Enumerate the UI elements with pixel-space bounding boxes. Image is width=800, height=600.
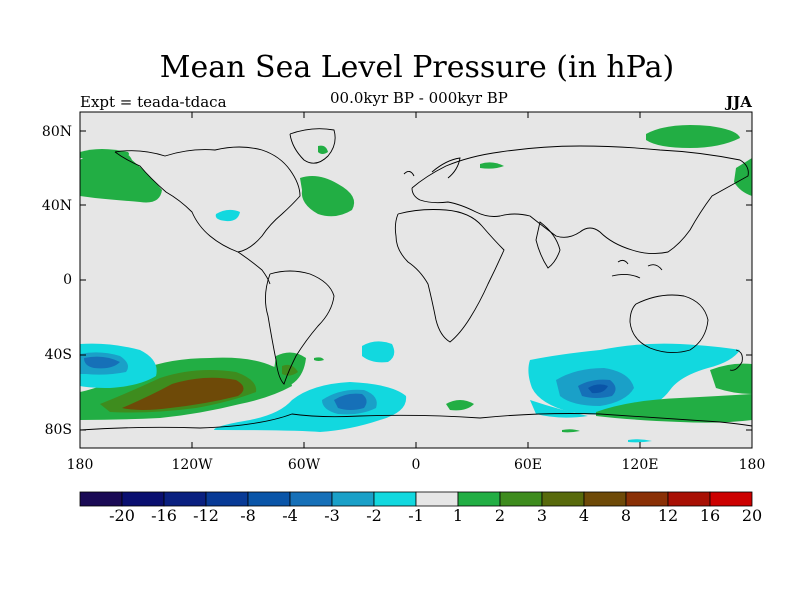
contour-patagonia-core <box>282 364 298 376</box>
coast-india <box>535 221 561 269</box>
contour-south-pacific-core <box>122 377 244 410</box>
coast-greenland <box>289 128 336 164</box>
lat-ticks <box>80 130 752 431</box>
lon-label-0: 0 <box>411 457 421 473</box>
colorbar-label: 3 <box>536 506 548 525</box>
coast-antarctica <box>80 413 752 431</box>
period-label: 00.0kyr BP - 000kyr BP <box>330 89 508 107</box>
colorbar-label: 16 <box>699 506 721 525</box>
colorbar-label: 2 <box>494 506 506 525</box>
colorbar-swatch <box>415 491 459 507</box>
colorbar-label: 20 <box>741 506 763 525</box>
colorbar-label: -20 <box>109 506 135 525</box>
lon-label-180e: 180 <box>738 457 766 473</box>
colorbar-label: -8 <box>240 506 256 525</box>
contour-north-atlantic <box>300 176 355 217</box>
colorbar-swatch <box>247 491 291 507</box>
contour-greenland-spot <box>318 145 328 154</box>
coastlines <box>80 128 752 431</box>
lon-label-120e: 120E <box>621 457 659 473</box>
colorbar-swatch <box>709 491 753 507</box>
contour-atlantic-speck <box>314 357 324 361</box>
contour-ne-pacific-top <box>80 149 129 158</box>
contour-nz-green <box>710 363 752 394</box>
coast-scandinavia <box>403 157 461 179</box>
colorbar-label: 1 <box>452 506 464 525</box>
coast-central-america <box>237 251 271 285</box>
coast-new-zealand <box>729 349 743 371</box>
coast-north-america <box>114 146 301 253</box>
lon-ticks <box>79 112 753 448</box>
colorbar-label: 4 <box>578 506 590 525</box>
colorbar-swatch <box>121 491 165 507</box>
colorbar-label: -1 <box>408 506 424 525</box>
coast-africa <box>394 209 505 343</box>
colorbar-label: -3 <box>324 506 340 525</box>
lon-label-60e: 60E <box>513 457 543 473</box>
colorbar-swatch <box>373 491 417 507</box>
lat-label-40s: 40S <box>44 347 72 363</box>
map-title: Mean Sea Level Pressure (in hPa) <box>159 50 675 85</box>
contour-sw-pacific-core <box>84 356 120 369</box>
contour-tasman-green <box>596 394 752 423</box>
contour-south-atlantic-blob <box>362 341 395 363</box>
colorbar-label: -12 <box>193 506 219 525</box>
colorbar-label: 8 <box>620 506 632 525</box>
colorbar-label: -16 <box>151 506 177 525</box>
lon-label-180w: 180 <box>66 457 94 473</box>
contour-antarctic-cyan-bit <box>628 439 652 443</box>
colorbar-label: -2 <box>366 506 382 525</box>
contour-antarctic-green-bit <box>562 429 580 433</box>
contour-ne-pacific <box>80 151 162 203</box>
colorbar-label: -4 <box>282 506 298 525</box>
contour-indian-ocean-deep <box>588 384 608 394</box>
colorbar-swatch <box>541 491 585 507</box>
coast-indonesia <box>611 259 663 279</box>
colorbar <box>79 491 753 507</box>
season-label: JJA <box>726 93 752 111</box>
lon-label-60w: 60W <box>287 457 321 473</box>
coast-australia <box>629 294 709 353</box>
colorbar-swatch <box>583 491 627 507</box>
contour-east-pacific-low <box>215 209 240 222</box>
colorbar-swatch <box>79 491 123 507</box>
lat-label-0: 0 <box>63 272 72 288</box>
lat-label-40n: 40N <box>41 198 72 214</box>
colorbar-label: 12 <box>657 506 679 525</box>
colorbar-swatch <box>625 491 669 507</box>
colorbar-swatch <box>163 491 207 507</box>
coast-south-america <box>265 270 335 385</box>
contour-south-atlantic-core <box>334 393 367 410</box>
contour-arctic-siberia <box>646 125 740 148</box>
colorbar-swatch <box>499 491 543 507</box>
contour-south-africa-green <box>446 400 474 411</box>
colorbar-swatch <box>289 491 333 507</box>
colorbar-swatch <box>457 491 501 507</box>
colorbar-swatch <box>205 491 249 507</box>
anomaly-contours <box>80 125 752 443</box>
lat-label-80s: 80S <box>44 422 72 438</box>
lat-label-80n: 80N <box>41 124 72 140</box>
colorbar-swatch <box>331 491 375 507</box>
expt-label: Expt = teada-tdaca <box>80 93 227 111</box>
lon-label-120w: 120W <box>171 457 213 473</box>
coast-eurasia <box>411 145 749 255</box>
contour-asia-spot <box>480 162 504 169</box>
colorbar-swatch <box>667 491 711 507</box>
